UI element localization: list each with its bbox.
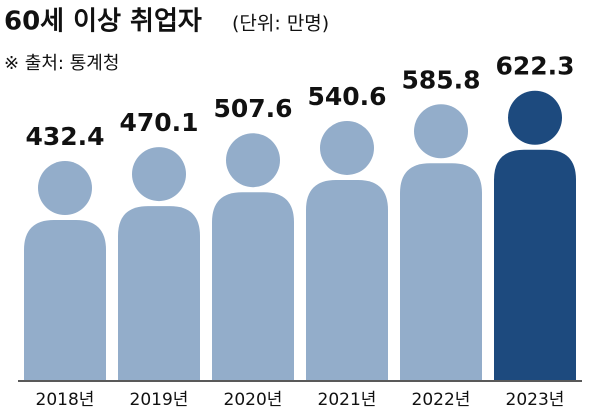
person-head [508, 90, 562, 145]
value-label: 540.6 [307, 82, 386, 111]
person-head [226, 133, 280, 188]
x-tick-label: 2023년 [506, 390, 565, 410]
value-label: 585.8 [401, 65, 480, 94]
person-head [414, 104, 468, 159]
value-label: 470.1 [119, 108, 198, 137]
person-head [132, 147, 186, 202]
person-head [38, 161, 92, 216]
person-body [212, 192, 294, 380]
chart-title: 60세 이상 취업자 [4, 7, 202, 37]
person-body [118, 206, 200, 380]
chart-subtitle: (단위: 만명) [232, 13, 329, 35]
value-label: 622.3 [495, 52, 574, 81]
x-tick-label: 2018년 [36, 390, 95, 410]
person-body [494, 149, 576, 380]
person-body [306, 179, 388, 380]
x-tick-label: 2021년 [318, 390, 377, 410]
x-tick-label: 2022년 [412, 390, 471, 410]
person-head [320, 120, 374, 175]
x-tick-label: 2019년 [130, 390, 189, 410]
value-label: 507.6 [213, 94, 292, 123]
x-tick-label: 2020년 [224, 390, 283, 410]
person-body [24, 220, 106, 380]
source: ※ 출처: 통계청 [4, 53, 119, 74]
value-label: 432.4 [25, 122, 104, 151]
person-body [400, 163, 482, 380]
